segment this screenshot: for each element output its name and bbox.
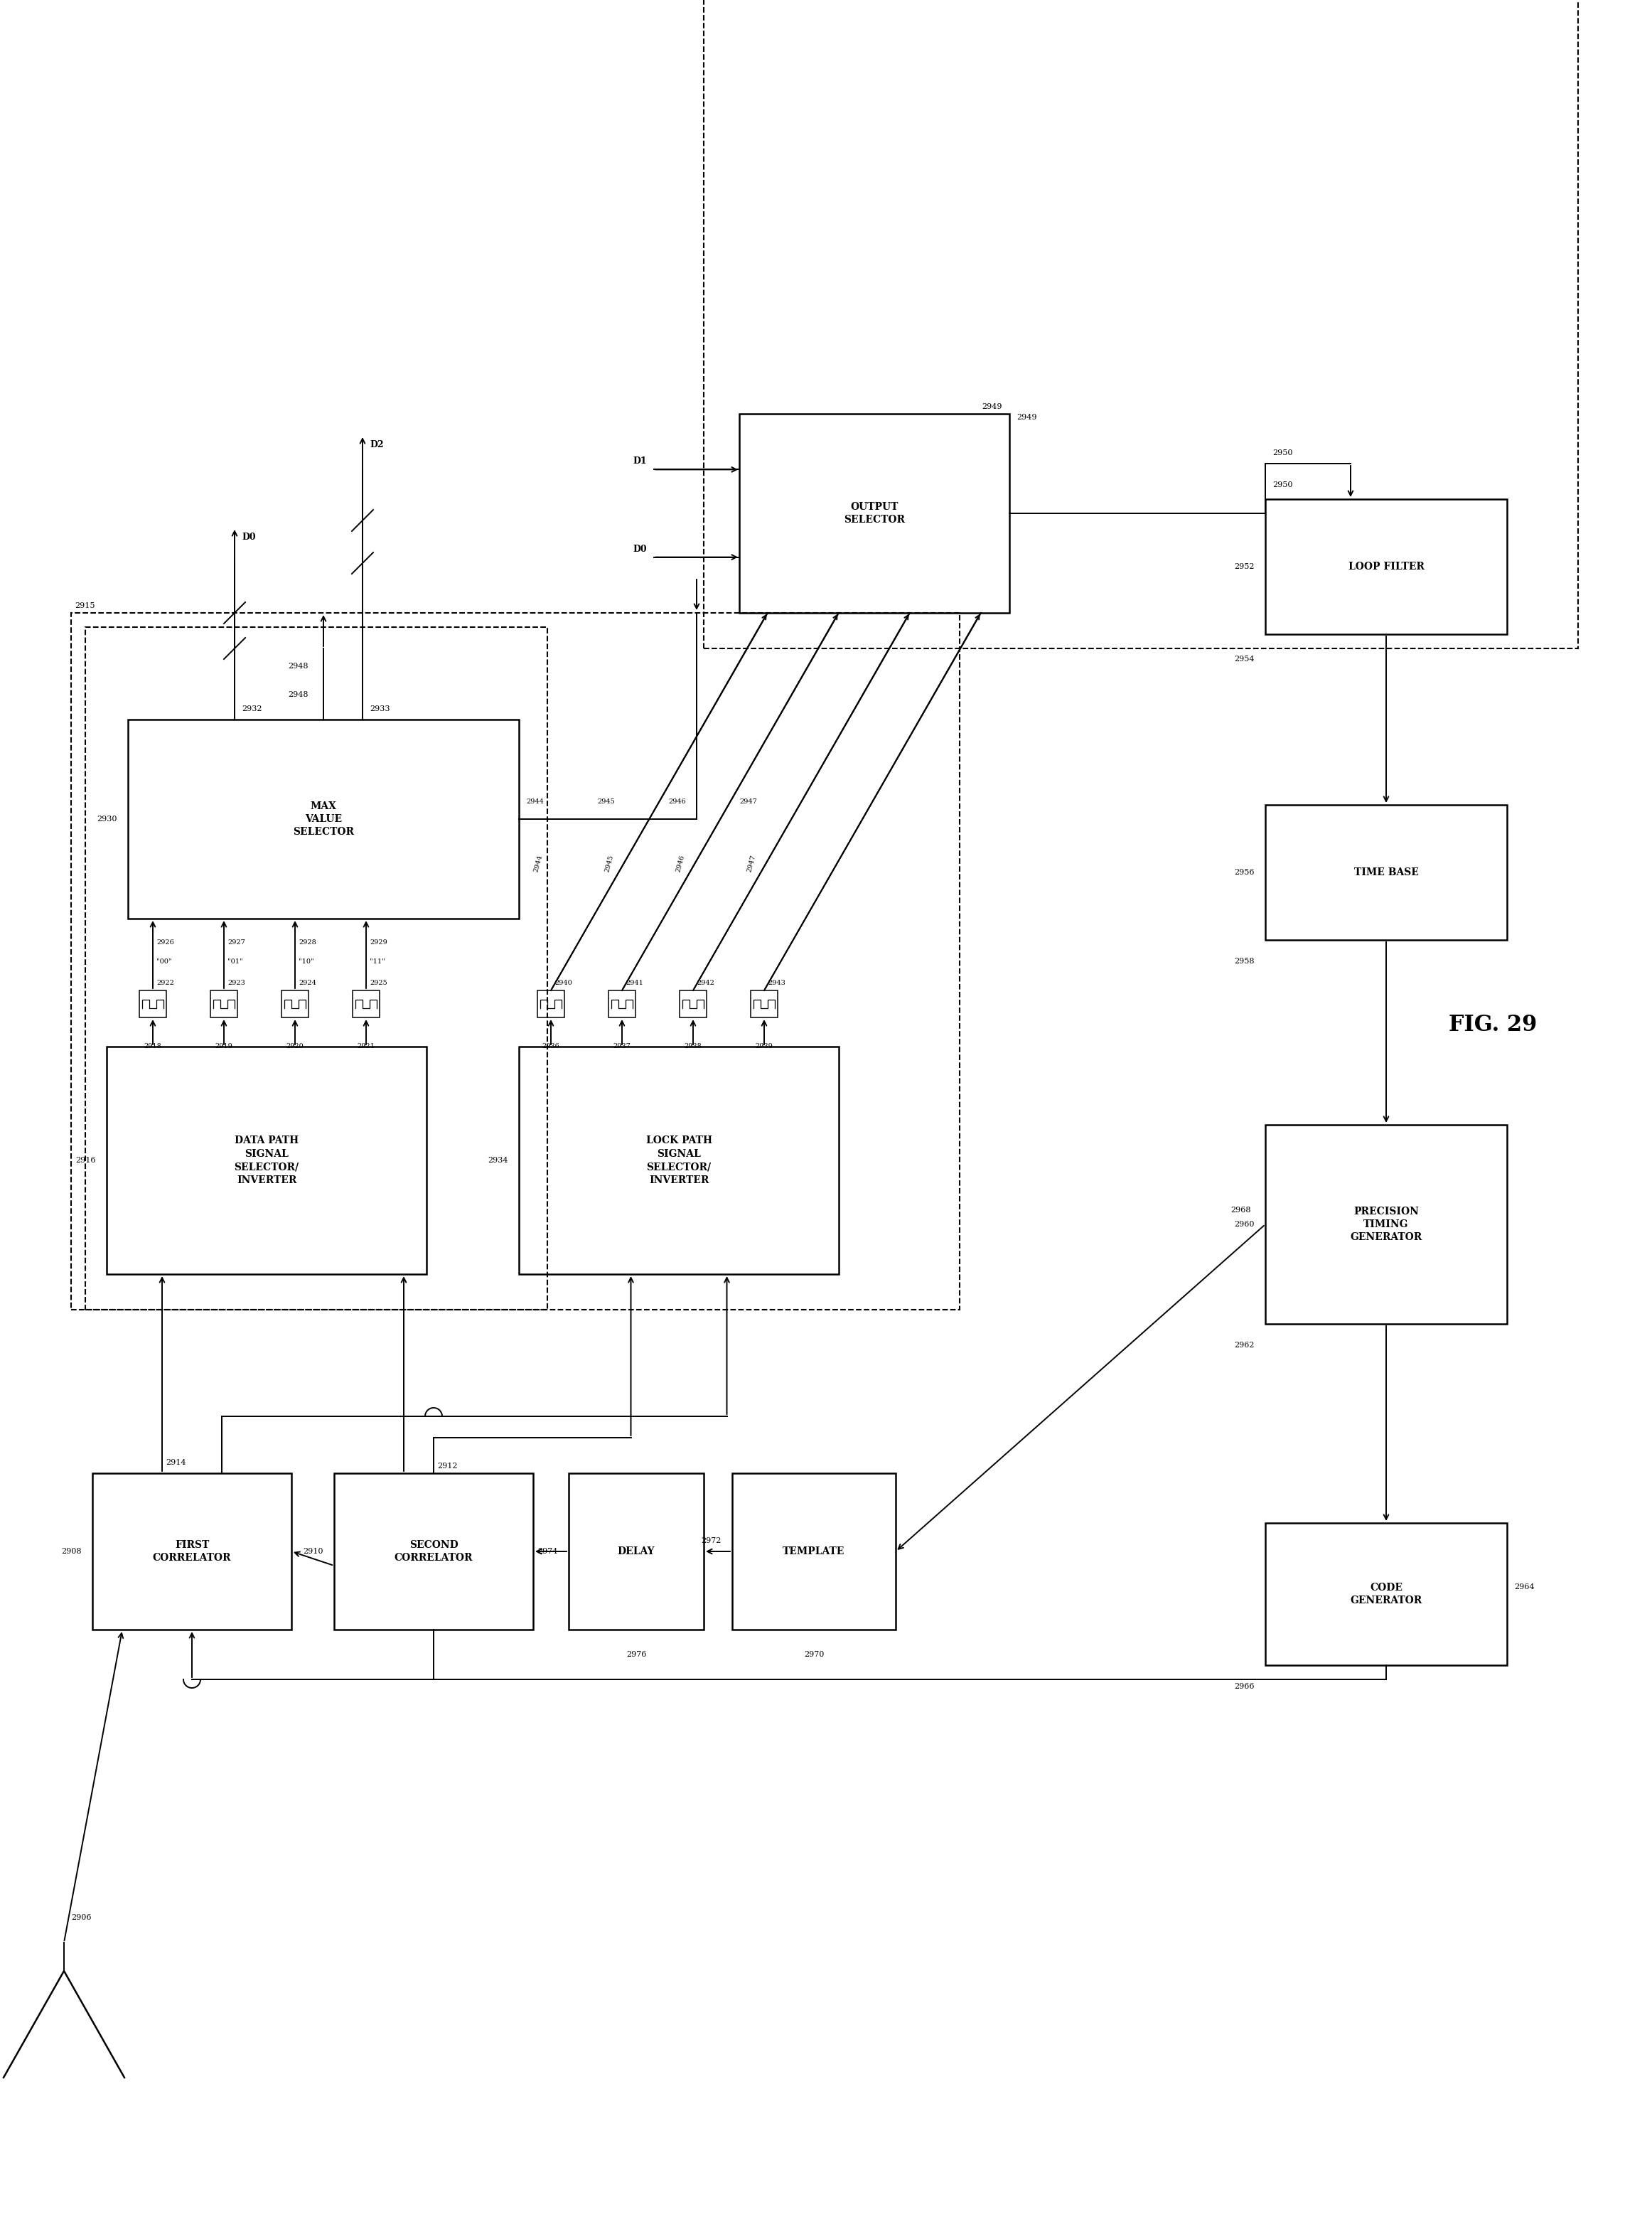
Text: DELAY: DELAY: [618, 1546, 654, 1557]
Text: FIG. 29: FIG. 29: [1449, 1014, 1536, 1037]
FancyBboxPatch shape: [1265, 1126, 1507, 1325]
FancyBboxPatch shape: [519, 1046, 839, 1273]
Text: 2938: 2938: [684, 1043, 702, 1050]
Text: 2922: 2922: [157, 981, 173, 985]
FancyBboxPatch shape: [93, 1472, 291, 1629]
Text: 2908: 2908: [61, 1548, 81, 1555]
FancyBboxPatch shape: [568, 1472, 704, 1629]
Text: 2954: 2954: [1234, 655, 1254, 663]
Text: 2941: 2941: [626, 981, 643, 985]
Text: 2926: 2926: [157, 938, 173, 945]
Text: 2927: 2927: [228, 938, 244, 945]
Text: 2958: 2958: [1234, 958, 1254, 965]
FancyBboxPatch shape: [1265, 1524, 1507, 1664]
FancyBboxPatch shape: [1265, 804, 1507, 941]
FancyBboxPatch shape: [127, 719, 519, 918]
Text: 2949: 2949: [1016, 413, 1037, 420]
Text: 2919: 2919: [215, 1043, 233, 1050]
Text: 2945: 2945: [605, 853, 615, 873]
Text: 2966: 2966: [1234, 1682, 1254, 1691]
Text: D2: D2: [370, 440, 383, 449]
Text: 2962: 2962: [1234, 1343, 1254, 1349]
Text: MAX
VALUE
SELECTOR: MAX VALUE SELECTOR: [292, 802, 354, 838]
Text: 2976: 2976: [626, 1651, 646, 1658]
FancyBboxPatch shape: [334, 1472, 534, 1629]
Text: 2950: 2950: [1272, 449, 1292, 456]
Text: 2947: 2947: [747, 853, 757, 873]
Text: 2944: 2944: [534, 853, 544, 873]
Text: 2906: 2906: [71, 1915, 91, 1921]
Text: "00": "00": [157, 958, 172, 965]
Bar: [210, 990, 238, 1016]
Text: "01": "01": [228, 958, 243, 965]
Bar: [352, 990, 380, 1016]
Text: 2910: 2910: [304, 1548, 324, 1555]
Text: TIME BASE: TIME BASE: [1355, 867, 1419, 878]
Text: 2949: 2949: [981, 402, 1003, 411]
Text: LOOP FILTER: LOOP FILTER: [1348, 561, 1424, 572]
Bar: [679, 990, 707, 1016]
Bar: [608, 990, 636, 1016]
Text: 2925: 2925: [370, 981, 387, 985]
FancyBboxPatch shape: [740, 413, 1009, 612]
Text: 2974: 2974: [539, 1548, 558, 1555]
Bar: [281, 990, 309, 1016]
FancyBboxPatch shape: [107, 1046, 426, 1273]
Text: 2946: 2946: [676, 853, 686, 873]
Text: DATA PATH
SIGNAL
SELECTOR/
INVERTER: DATA PATH SIGNAL SELECTOR/ INVERTER: [235, 1135, 299, 1184]
FancyBboxPatch shape: [1265, 498, 1507, 634]
Text: "10": "10": [299, 958, 314, 965]
Text: 2914: 2914: [165, 1459, 187, 1466]
Text: FIRST
CORRELATOR: FIRST CORRELATOR: [152, 1539, 231, 1564]
FancyBboxPatch shape: [732, 1472, 895, 1629]
Text: 2972: 2972: [702, 1537, 722, 1544]
Text: TEMPLATE: TEMPLATE: [783, 1546, 844, 1557]
Text: D1: D1: [633, 456, 646, 467]
Text: 2918: 2918: [144, 1043, 162, 1050]
Text: 2940: 2940: [555, 981, 572, 985]
Text: 2943: 2943: [768, 981, 785, 985]
Text: 2956: 2956: [1234, 869, 1254, 876]
Text: 2942: 2942: [697, 981, 714, 985]
Text: 2939: 2939: [755, 1043, 773, 1050]
Text: 2924: 2924: [299, 981, 316, 985]
Text: LOCK PATH
SIGNAL
SELECTOR/
INVERTER: LOCK PATH SIGNAL SELECTOR/ INVERTER: [646, 1135, 712, 1184]
Text: 2936: 2936: [542, 1043, 560, 1050]
Text: 2915: 2915: [74, 603, 94, 610]
Text: 2964: 2964: [1515, 1584, 1535, 1591]
Text: 2960: 2960: [1234, 1220, 1254, 1229]
Text: D0: D0: [633, 545, 646, 554]
Text: SECOND
CORRELATOR: SECOND CORRELATOR: [395, 1539, 472, 1564]
Text: 2930: 2930: [97, 815, 117, 822]
Text: PRECISION
TIMING
GENERATOR: PRECISION TIMING GENERATOR: [1350, 1206, 1422, 1242]
Text: 2950: 2950: [1272, 480, 1292, 489]
Text: 2934: 2934: [487, 1157, 509, 1164]
Bar: [750, 990, 778, 1016]
Text: 2937: 2937: [613, 1043, 631, 1050]
Text: 2945: 2945: [598, 798, 615, 804]
Text: 2932: 2932: [241, 706, 263, 713]
Text: 2948: 2948: [287, 663, 309, 670]
Text: 2928: 2928: [299, 938, 316, 945]
Text: 2944: 2944: [525, 798, 544, 804]
Text: 2933: 2933: [370, 706, 390, 713]
Text: 2946: 2946: [669, 798, 686, 804]
Text: "11": "11": [370, 958, 385, 965]
Text: 2912: 2912: [438, 1463, 458, 1470]
Text: 2921: 2921: [357, 1043, 375, 1050]
Text: CODE
GENERATOR: CODE GENERATOR: [1350, 1582, 1422, 1606]
Text: 2923: 2923: [228, 981, 244, 985]
Text: 2920: 2920: [286, 1043, 304, 1050]
Text: 2952: 2952: [1234, 563, 1254, 570]
Text: 2947: 2947: [740, 798, 757, 804]
Text: 2929: 2929: [370, 938, 387, 945]
Text: 2948: 2948: [287, 690, 309, 699]
Text: 2970: 2970: [805, 1651, 824, 1658]
Bar: [537, 990, 565, 1016]
Text: 2916: 2916: [76, 1157, 96, 1164]
Text: D0: D0: [241, 532, 256, 543]
Text: OUTPUT
SELECTOR: OUTPUT SELECTOR: [844, 503, 905, 525]
Bar: [139, 990, 167, 1016]
Text: 2968: 2968: [1231, 1206, 1251, 1213]
